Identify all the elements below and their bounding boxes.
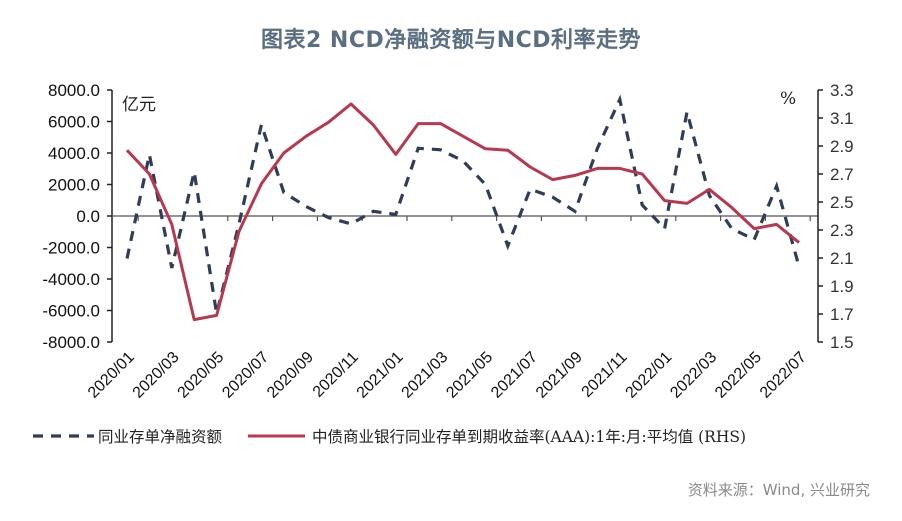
right-tick-label: 1.7 <box>830 305 854 324</box>
left-tick-label: 0.0 <box>76 207 100 226</box>
left-tick-label: 8000.0 <box>48 81 100 100</box>
right-tick-label: 3.3 <box>830 81 854 100</box>
right-tick-label: 2.1 <box>830 249 854 268</box>
x-tick-label: 2020/03 <box>130 349 183 402</box>
left-axis-unit: 亿元 <box>122 95 156 115</box>
x-tick-label: 2020/07 <box>219 349 272 402</box>
right-tick-label: 2.5 <box>830 193 854 212</box>
legend-label-ncd-rate: 中债商业银行同业存单到期收益率(AAA):1年:月:平均值 (RHS) <box>312 428 746 446</box>
right-tick-label: 1.5 <box>830 333 854 352</box>
left-y-axis: 8000.0 6000.0 4000.0 2000.0 0.0 -2000.0 -4000.… <box>42 81 818 352</box>
x-tick-label: 2022/03 <box>667 349 720 402</box>
x-tick-label: 2022/05 <box>712 349 765 402</box>
right-tick-label: 1.9 <box>830 277 854 296</box>
left-tick-label: -8000.0 <box>42 333 100 352</box>
x-tick-label: 2021/01 <box>354 349 407 402</box>
left-tick-label: -4000.0 <box>42 270 100 289</box>
left-tick-label: 2000.0 <box>48 176 100 195</box>
x-tick-label: 2022/01 <box>623 349 676 402</box>
left-tick-label: 6000.0 <box>48 113 100 132</box>
ncd-rate-line <box>125 102 800 322</box>
x-tick-label: 2021/03 <box>399 349 452 402</box>
x-tick-label: 2021/09 <box>533 349 586 402</box>
left-tick-label: -6000.0 <box>42 302 100 321</box>
right-axis-unit: % <box>780 89 796 109</box>
legend-label-net-financing: 同业存单净融资额 <box>98 428 223 446</box>
x-axis: 2020/012020/032020/052020/072020/092020/… <box>85 216 811 402</box>
x-tick-label: 2022/07 <box>757 349 810 402</box>
x-tick-label: 2021/05 <box>443 349 496 402</box>
x-tick-label: 2020/11 <box>310 349 362 401</box>
x-tick-label: 2020/01 <box>85 349 138 402</box>
right-tick-label: 2.3 <box>830 221 854 240</box>
x-tick-label: 2020/05 <box>175 349 228 402</box>
source-note: 资料来源：Wind, 兴业研究 <box>687 481 870 499</box>
right-y-axis: 3.3 3.1 2.9 2.7 2.5 2.3 2.1 1.9 1.7 1.5 <box>817 81 854 352</box>
chart-title: 图表2 NCD净融资额与NCD利率走势 <box>260 28 642 53</box>
net-financing-line <box>125 94 801 314</box>
left-tick-label: -2000.0 <box>42 239 100 258</box>
right-tick-label: 3.1 <box>830 109 854 128</box>
legend: 同业存单净融资额 中债商业银行同业存单到期收益率(AAA):1年:月:平均值 (… <box>33 428 746 446</box>
x-tick-label: 2021/07 <box>488 349 541 402</box>
left-tick-label: 4000.0 <box>48 144 100 163</box>
x-tick-label: 2020/09 <box>264 349 317 402</box>
right-tick-label: 2.9 <box>830 137 854 156</box>
right-tick-label: 2.7 <box>830 165 854 184</box>
x-tick-label: 2021/11 <box>579 349 631 401</box>
